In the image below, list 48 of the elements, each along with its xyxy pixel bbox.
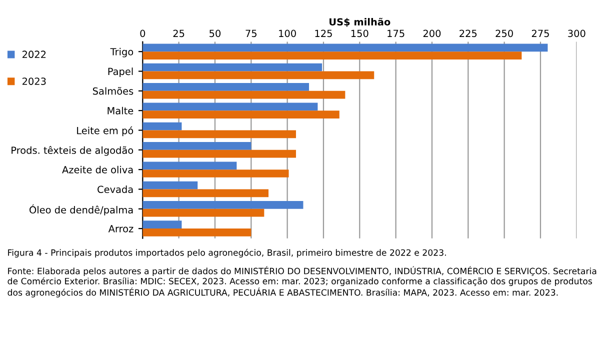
bar xyxy=(142,142,252,150)
x-tick-label: 175 xyxy=(388,30,404,38)
x-tick-label: 50 xyxy=(210,30,221,38)
bar xyxy=(142,189,269,198)
x-tick-label: 275 xyxy=(532,30,549,38)
x-tick-label: 250 xyxy=(496,30,513,38)
x-tick-label: 300 xyxy=(568,30,586,38)
bar xyxy=(142,122,182,130)
y-tick-label: Papel xyxy=(108,68,133,77)
x-tick-label: 150 xyxy=(351,30,368,38)
bar xyxy=(142,170,289,178)
y-tick-label: Trigo xyxy=(110,48,134,58)
source-note: Fonte: Elaborada pelos autores a partir de dados do MINISTÉRIO DO DESENVOLVIMENTO, INDÚSTRIA, COMÉRCIO E SERVIÇOS. Secretaria de Comércio Exterior. Brasília: MDIC: SECEX, 2023. Acesso em: mar. 2023; organizado conforme a classificação dos grupos de produtos dos agronegócios do MINISTÉRIO DA AGRICULTURA, PECUÁRIA E ABASTECIMENTO. Brasília: MAPA, 2023. Acesso em: mar. 2023. xyxy=(8,266,596,298)
bar xyxy=(142,162,237,170)
bar xyxy=(142,71,374,80)
x-tick-label: 25 xyxy=(173,30,184,38)
x-tick-label: 225 xyxy=(460,30,477,38)
bar xyxy=(142,208,264,217)
x-axis-title: US$ milhão xyxy=(330,18,390,27)
text: Figura 4 - Principais produtos importados pelo agronegócio, Brasil, primeiro bimestre de 2022 e 2023. xyxy=(8,248,446,258)
bar xyxy=(142,110,340,118)
bar xyxy=(142,220,182,229)
bar xyxy=(142,63,322,72)
legend-label: 2023 xyxy=(22,78,46,85)
bar xyxy=(142,90,346,99)
x-tick-label: 100 xyxy=(279,30,296,38)
bar xyxy=(142,83,310,91)
bar xyxy=(142,130,296,138)
bar xyxy=(142,181,198,190)
bar xyxy=(142,102,318,111)
bar xyxy=(142,201,304,209)
bar xyxy=(142,228,252,236)
x-tick-label: 125 xyxy=(315,30,332,38)
y-tick-label: Prods. têxteis de algodão xyxy=(12,146,134,156)
legend-label: 2022 xyxy=(22,50,46,58)
y-tick-label: Arroz xyxy=(108,225,134,232)
bar xyxy=(142,44,548,52)
bar xyxy=(142,150,296,158)
bar xyxy=(142,52,522,60)
y-tick-label: Óleo de dendê/palma xyxy=(30,204,133,216)
y-tick-label: Salmões xyxy=(92,87,134,95)
y-tick-label: Malte xyxy=(108,106,134,114)
x-tick-label: 75 xyxy=(246,30,256,38)
x-tick-label: 200 xyxy=(423,30,441,38)
y-tick-label: Leite em pó xyxy=(77,126,134,136)
y-tick-label: Cevada xyxy=(98,186,133,194)
y-tick-label: Azeite de oliva xyxy=(62,166,133,174)
x-tick-label: 0 xyxy=(140,30,146,38)
